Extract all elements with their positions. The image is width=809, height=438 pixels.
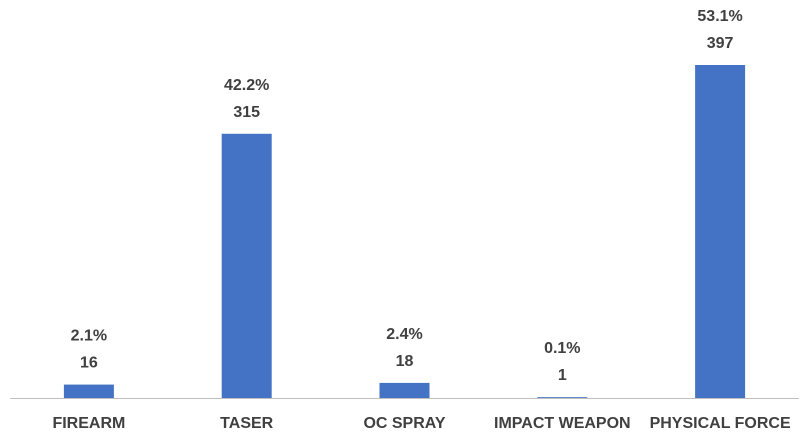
- bar-taser: [221, 133, 272, 398]
- bar-physical-force: [695, 65, 746, 398]
- bar-firearm: [63, 384, 114, 398]
- x-tick-label-taser: TASER: [220, 415, 273, 432]
- value-label-physical-force: 397: [707, 35, 734, 52]
- bar-oc-spray: [379, 382, 430, 398]
- value-label-taser: 315: [233, 104, 260, 121]
- x-tick-label-firearm: FIREARM: [52, 415, 125, 432]
- x-tick-label-physical-force: PHYSICAL FORCE: [650, 415, 791, 432]
- percent-label-oc-spray: 2.4%: [386, 326, 422, 343]
- percent-label-physical-force: 53.1%: [697, 8, 742, 25]
- x-tick-labels-group: FIREARM TASER OC SPRAY IMPACT WEAPON PHYSICA…: [52, 415, 790, 432]
- bar-impact-weapon: [537, 397, 588, 398]
- x-tick-label-impact-weapon: IMPACT WEAPON: [494, 415, 631, 432]
- percent-label-firearm: 2.1%: [71, 328, 107, 345]
- data-labels-group: 2.1% 16 42.2% 315 2.4% 18 0.1% 1 53.1% 397: [71, 8, 743, 384]
- percent-label-taser: 42.2%: [224, 77, 269, 94]
- value-label-impact-weapon: 1: [558, 367, 567, 384]
- bars-group: [63, 65, 746, 398]
- percent-label-impact-weapon: 0.1%: [544, 340, 580, 357]
- value-label-oc-spray: 18: [396, 353, 414, 370]
- x-tick-label-oc-spray: OC SPRAY: [363, 415, 445, 432]
- value-label-firearm: 16: [80, 355, 98, 372]
